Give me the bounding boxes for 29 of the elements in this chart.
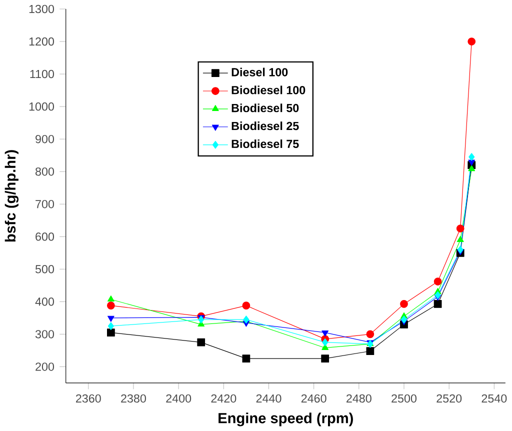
y-tick-label: 800 (36, 167, 54, 176)
y-tick-label: 200 (36, 362, 54, 371)
legend-label: Biodiesel 25 (232, 121, 299, 130)
y-tick-label: 1000 (29, 102, 54, 111)
x-tick-label: 2440 (256, 394, 282, 403)
y-tick-label: 1200 (29, 37, 54, 46)
x-tick-label: 2420 (211, 394, 236, 403)
y-tick-label: 600 (36, 232, 54, 241)
x-tick-label: 2500 (392, 394, 417, 403)
y-tick-label: 1300 (29, 4, 54, 14)
x-tick-label: 2460 (301, 394, 326, 403)
x-tick-label: 2540 (482, 394, 507, 403)
y-tick-label: 900 (36, 134, 54, 144)
legend-label: Biodiesel 100 (232, 86, 306, 94)
y-tick-label: 400 (35, 297, 54, 306)
x-tick-label: 2380 (121, 394, 146, 403)
legend-label: Biodiesel 75 (232, 139, 299, 148)
x-axis-title: Engine speed (rpm) (218, 412, 353, 426)
y-axis-title: bsfc (g/hp.hr) (4, 150, 19, 242)
y-tick-label: 1100 (30, 70, 54, 78)
y-tick-label: 500 (35, 264, 54, 274)
legend-label: Diesel 100 (232, 68, 288, 76)
x-tick-label: 2360 (76, 394, 101, 403)
x-tick-label: 2400 (166, 394, 192, 403)
y-tick-label: 300 (35, 330, 54, 338)
legend-label: Biodiesel 50 (232, 104, 299, 112)
x-tick-label: 2520 (436, 394, 462, 403)
y-tick-label: 700 (36, 200, 54, 208)
x-tick-label: 2480 (346, 394, 372, 403)
